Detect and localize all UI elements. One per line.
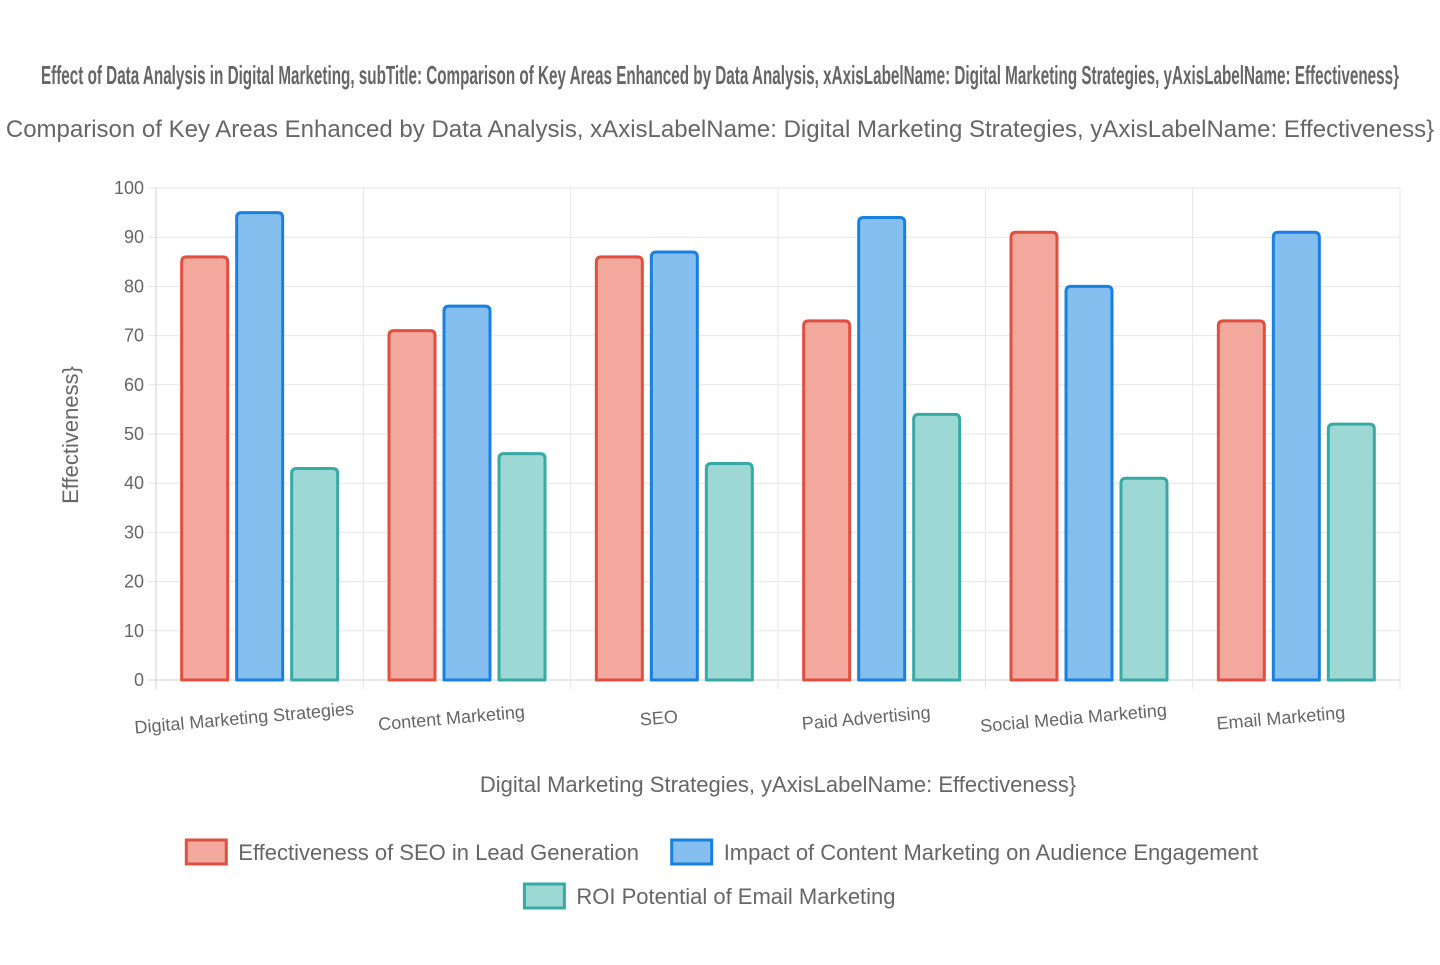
y-tick-label: 80 [124,276,144,296]
x-axis-ticks: Digital Marketing Strategies Content Mark… [134,698,1346,737]
bar [180,255,230,682]
x-tick-label: Social Media Marketing [979,700,1167,736]
bar [497,452,547,682]
legend-swatch [670,838,714,866]
bar [1119,476,1169,682]
bar [802,319,852,682]
bars [180,211,1376,682]
y-tick-label: 30 [124,522,144,542]
bar [1326,422,1376,682]
y-tick-label: 20 [124,572,144,592]
y-tick-label: 70 [124,326,144,346]
y-tick-label: 100 [114,178,144,198]
y-tick-label: 60 [124,375,144,395]
y-tick-label: 50 [124,424,144,444]
bar [704,462,754,682]
bar [1064,284,1114,682]
chart-title: Effect of Data Analysis in Digital Marke… [41,60,1399,90]
legend-label: Impact of Content Marketing on Audience … [724,840,1258,865]
y-tick-label: 10 [124,621,144,641]
bar [1216,319,1266,682]
y-tick-label: 40 [124,473,144,493]
x-tick-label: Email Marketing [1216,702,1346,733]
bar [857,216,907,682]
bar [649,250,699,682]
legend: Effectiveness of SEO in Lead Generation I… [184,838,1258,910]
x-axis-label: Digital Marketing Strategies, yAxisLabel… [480,772,1076,797]
legend-label: Effectiveness of SEO in Lead Generation [238,840,639,865]
chart-subtitle: Comparison of Key Areas Enhanced by Data… [6,116,1434,143]
y-axis-label: Effectiveness} [58,366,83,504]
legend-swatch [522,882,566,910]
bar [1271,230,1321,682]
bar [442,304,492,682]
bar [594,255,644,682]
x-tick-label: SEO [639,706,679,729]
bar [912,412,962,682]
y-tick-label: 90 [124,227,144,247]
y-tick-label: 0 [134,670,144,690]
x-tick-label: Paid Advertising [801,702,931,733]
legend-label: ROI Potential of Email Marketing [576,884,895,909]
bar [290,466,340,682]
legend-swatch [184,838,228,866]
bar [1009,230,1059,682]
bar [235,211,285,682]
bar [387,329,437,682]
grid-lines [148,187,1401,689]
y-axis-ticks: 0 10 20 30 40 50 60 70 80 90 100 [114,178,144,690]
x-tick-label: Digital Marketing Strategies [134,698,355,737]
x-tick-label: Content Marketing [377,702,525,735]
